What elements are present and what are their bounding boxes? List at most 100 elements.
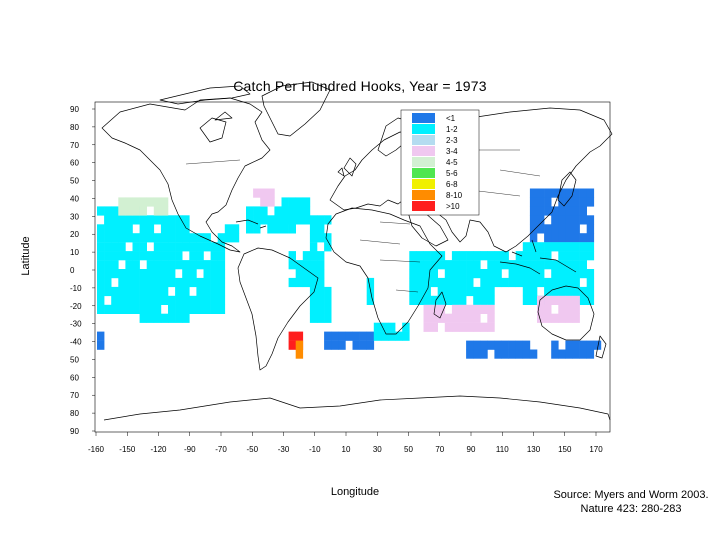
catch-cell [494, 340, 502, 350]
catch-cell [288, 206, 296, 216]
catch-cell [246, 215, 254, 225]
y-tick-label: 60 [70, 373, 79, 382]
catch-cell [217, 242, 226, 252]
catch-cell [224, 224, 233, 234]
catch-cell [544, 277, 552, 288]
catch-cell [444, 269, 453, 279]
catch-cell [416, 286, 424, 297]
new-zealand-outline [595, 335, 607, 359]
catch-cell [572, 286, 580, 297]
catch-cell [529, 269, 538, 279]
catch-cell [118, 286, 126, 297]
catch-cell [366, 277, 375, 288]
catch-cell [309, 251, 318, 261]
catch-cell [537, 277, 545, 288]
catch-cell [309, 260, 318, 270]
catch-cell [160, 313, 169, 323]
y-tick-label: 10 [70, 248, 79, 257]
catch-cell [168, 313, 176, 323]
catch-cell [175, 242, 183, 252]
catch-cell [210, 260, 218, 270]
catch-cell [529, 206, 538, 216]
catch-cell [295, 340, 304, 350]
catch-cell [146, 286, 155, 297]
catch-cell [487, 269, 495, 279]
catch-cell [139, 304, 147, 314]
catch-cell [565, 269, 573, 279]
y-tick-label: -40 [70, 338, 82, 347]
catch-cell [459, 251, 467, 261]
catch-cell [544, 251, 552, 261]
catch-cell [125, 295, 133, 305]
australia-outline [537, 285, 595, 341]
catch-cell [544, 295, 552, 305]
catch-cell [182, 224, 190, 234]
catch-cell [565, 206, 573, 216]
catch-cell [203, 286, 211, 297]
catch-cell [97, 251, 105, 261]
world-coastlines [101, 81, 613, 421]
catch-cell [97, 277, 105, 288]
catch-cell [295, 206, 304, 216]
catch-cell [132, 295, 140, 305]
catch-cell [281, 215, 289, 225]
catch-cell [111, 233, 119, 243]
catch-cell [295, 197, 304, 207]
catch-cell [480, 322, 488, 332]
catch-cell [217, 277, 226, 288]
x-tick-label: 10 [342, 445, 351, 454]
catch-cell [97, 242, 105, 252]
plot-frame [94, 101, 611, 433]
catch-cell [423, 277, 431, 288]
catch-cell [544, 260, 552, 270]
catch-cell [572, 260, 580, 270]
catch-cell [253, 188, 261, 198]
catch-cell [288, 260, 296, 270]
catch-cell [544, 304, 552, 314]
catch-cell [508, 269, 516, 279]
x-tick-label: -90 [184, 445, 196, 454]
catch-cell [253, 224, 261, 234]
catch-cell [345, 331, 353, 341]
catch-cell [175, 251, 183, 261]
catch-cell [111, 286, 119, 297]
catch-cell [565, 251, 573, 261]
catch-cell [473, 295, 481, 305]
catch-cell [565, 233, 573, 243]
y-tick-label: 90 [70, 105, 79, 114]
catch-cell [267, 197, 275, 207]
catch-cell [558, 251, 566, 261]
catch-cell [153, 304, 162, 314]
catch-cell [203, 277, 211, 288]
catch-cell [544, 206, 552, 216]
catch-cell [139, 269, 147, 279]
catch-cell [160, 224, 169, 234]
catch-cell [522, 269, 531, 279]
catch-cell [515, 269, 524, 279]
catch-cell [118, 269, 126, 279]
catch-cell [118, 206, 126, 216]
catch-cell [132, 286, 140, 297]
catch-cell [522, 260, 531, 270]
catch-cell [437, 304, 446, 314]
catch-cell [189, 277, 197, 288]
catch-cell [551, 349, 559, 359]
catch-cell [473, 251, 481, 261]
catch-cell [97, 269, 105, 279]
catch-cell [416, 269, 424, 279]
catch-cell [111, 260, 119, 270]
legend-swatch [412, 157, 435, 167]
catch-cell [565, 349, 573, 359]
catch-cell [203, 242, 211, 252]
catch-cell [416, 277, 424, 288]
catch-cell [480, 304, 488, 314]
catch-cell [409, 269, 417, 279]
catch-cell [189, 295, 197, 305]
catch-cell [139, 277, 147, 288]
x-tick-label: -70 [215, 445, 227, 454]
catch-cell [97, 331, 105, 341]
catch-cell [501, 340, 509, 350]
catch-cell [132, 233, 140, 243]
catch-cell [317, 269, 325, 279]
catch-cell [544, 224, 552, 234]
